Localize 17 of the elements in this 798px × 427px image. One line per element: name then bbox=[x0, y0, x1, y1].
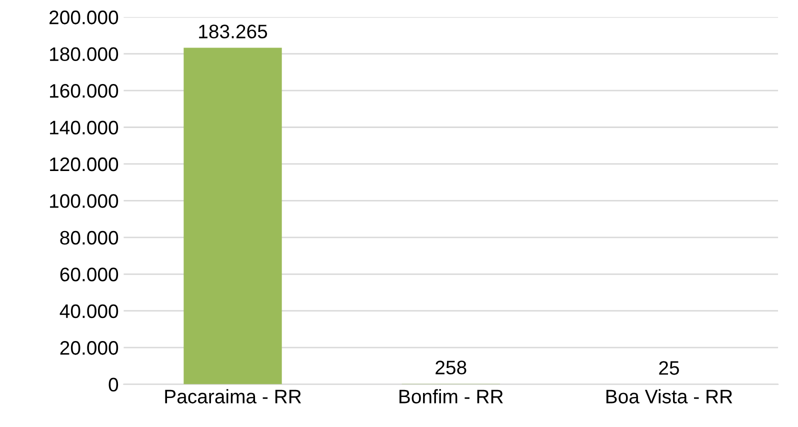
y-tick-label: 0 bbox=[108, 378, 118, 392]
data-label: 25 bbox=[659, 361, 679, 375]
data-label: 183.265 bbox=[199, 24, 268, 38]
y-tick-label: 180.000 bbox=[50, 47, 118, 62]
y-tick-label: 20.000 bbox=[60, 341, 118, 355]
y-tick-label: 140.000 bbox=[50, 120, 118, 134]
data-label: 258 bbox=[436, 360, 466, 374]
x-tick-label: Pacaraima - RR bbox=[165, 389, 302, 404]
y-tick-label: 100.000 bbox=[50, 194, 118, 208]
x-tick-label: Bonfim - RR bbox=[400, 389, 503, 404]
y-tick-label: 40.000 bbox=[60, 304, 118, 318]
y-tick-label: 80.000 bbox=[60, 230, 118, 245]
y-tick-label: 160.000 bbox=[50, 84, 118, 98]
y-tick-label: 200.000 bbox=[50, 10, 118, 24]
y-tick-label: 120.000 bbox=[50, 157, 118, 172]
x-tick-label: Boa Vista - RR bbox=[606, 389, 732, 404]
y-tick-label: 60.000 bbox=[60, 268, 118, 282]
